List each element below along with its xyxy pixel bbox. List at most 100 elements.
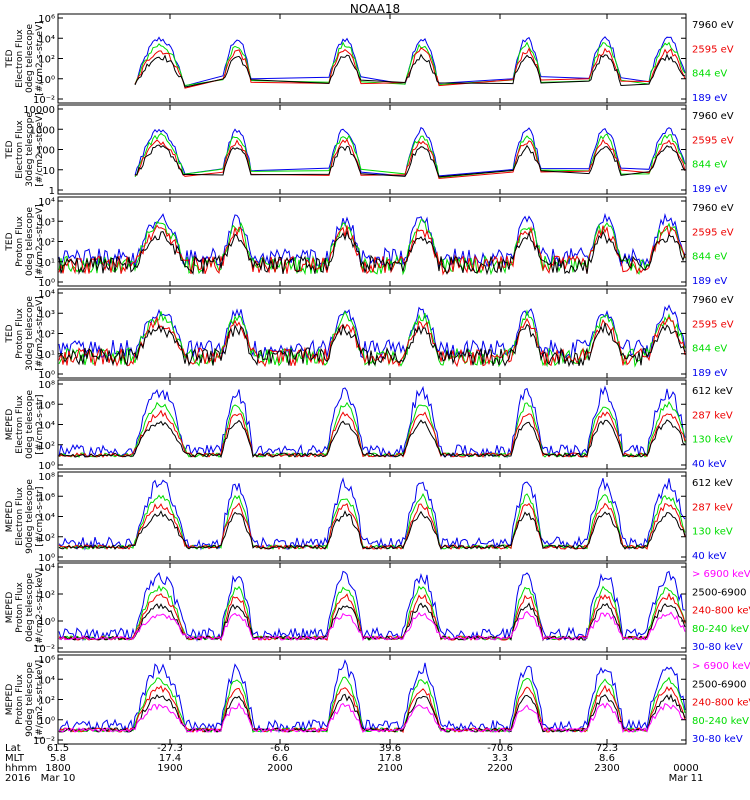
y-tick-label: 1000 (30, 125, 55, 136)
axis-mlt-value: 17.8 (379, 753, 401, 764)
y-axis-label: 90deg telescope (25, 479, 35, 554)
y-axis-label: MEPED (5, 501, 15, 533)
y-tick-label: 10² (38, 696, 55, 707)
y-axis-label: TED (5, 324, 15, 343)
panel-frame (57, 288, 687, 379)
y-axis-label: [#/cm2-s-str-eV] (35, 112, 45, 187)
y-tick-label: 10⁴ (38, 289, 55, 300)
legend-label: > 6900 keV (692, 569, 750, 580)
axis-row-label: hhmm (5, 763, 37, 774)
legend-label: 189 eV (692, 93, 727, 104)
y-tick-label: 10² (38, 590, 55, 601)
y-tick-label: 10⁶ (38, 655, 55, 666)
y-tick-label: 10000 (23, 105, 55, 116)
legend-label: 844 eV (692, 69, 727, 80)
y-tick-label: 10⁶ (38, 14, 55, 25)
legend-label: 844 eV (692, 160, 727, 171)
y-axis-label: MEPED (5, 409, 15, 441)
legend-label: 130 keV (692, 435, 733, 446)
y-axis-label: MEPED (5, 684, 15, 716)
y-axis-label: 0deg telescope (25, 24, 35, 94)
legend-label: 130 keV (692, 527, 733, 538)
axis-row-label: 2016 (5, 773, 30, 784)
y-tick-label: 10⁶ (38, 492, 55, 503)
y-axis-label: 0deg telescope (25, 573, 35, 643)
series-line (58, 570, 686, 642)
y-axis-label: Proton Flux (15, 582, 25, 633)
series-line (134, 47, 686, 89)
y-axis-label: [#/cm2-s-str-keV] (35, 568, 45, 647)
y-tick-label: 10⁰ (38, 553, 55, 564)
axis-lat-value: 72.3 (596, 743, 618, 754)
y-tick-label: 10⁰ (38, 75, 55, 86)
y-tick-label: 10² (38, 330, 55, 341)
legend-label: 2595 eV (692, 319, 734, 330)
axis-hhmm-value: 0000 (673, 763, 698, 774)
y-tick-label: 10⁻² (33, 736, 55, 747)
legend-label: 2500-6900 (692, 587, 747, 598)
y-axis-label: Proton Flux (15, 674, 25, 725)
series-line (58, 322, 686, 368)
y-tick-label: 10⁴ (38, 675, 55, 686)
legend-label: 287 keV (692, 410, 733, 421)
panel-frame (57, 196, 687, 287)
legend-label: 40 keV (692, 551, 726, 562)
y-axis-label: 0deg telescope (25, 390, 35, 460)
y-tick-label: 10² (38, 533, 55, 544)
series-line (58, 510, 686, 550)
y-axis-label: 30deg telescope (25, 296, 35, 371)
legend-label: 189 eV (692, 276, 727, 287)
legend-label: 844 eV (692, 252, 727, 263)
y-tick-label: 10² (38, 55, 55, 66)
series-line (134, 53, 686, 88)
legend-label: 2595 eV (692, 135, 734, 146)
panel-frame (57, 562, 687, 653)
y-tick-label: 10¹ (38, 258, 55, 269)
legend-label: 7960 eV (692, 295, 734, 306)
legend-label: 7960 eV (692, 203, 734, 214)
series-line (134, 138, 686, 180)
series-line (58, 502, 686, 550)
y-tick-label: 10² (38, 441, 55, 452)
y-axis-label: TED (5, 232, 15, 251)
legend-label: 7960 eV (692, 111, 734, 122)
legend-label: > 6900 keV (692, 661, 750, 672)
y-tick-label: 10¹ (38, 350, 55, 361)
y-axis-label: [#/cm2-s-str-eV] (35, 296, 45, 371)
series-line (58, 419, 686, 459)
legend-label: 240-800 keV (692, 606, 750, 617)
series-line (58, 676, 686, 734)
axis-row-label: Lat (5, 743, 21, 754)
legend-label: 612 keV (692, 478, 733, 489)
y-axis-label: Electron Flux (15, 120, 25, 179)
legend-label: 30-80 keV (692, 734, 743, 745)
y-axis-label: TED (5, 140, 15, 159)
axis-lat-value: -27.3 (157, 743, 183, 754)
y-axis-label: 90deg telescope (25, 662, 35, 737)
series-line (58, 702, 686, 734)
axis-date-value: Mar 11 (669, 773, 704, 784)
y-tick-label: 10³ (38, 217, 55, 228)
series-line (134, 126, 686, 177)
axis-hhmm-value: 2300 (594, 763, 619, 774)
axis-lat-value: 61.5 (47, 743, 69, 754)
y-axis-label: [#/cm2-s-str-eV] (35, 204, 45, 279)
axis-hhmm-value: 2100 (377, 763, 402, 774)
y-tick-label: 10⁰ (38, 461, 55, 472)
axis-lat-value: 39.6 (379, 743, 401, 754)
y-axis-label: Proton Flux (15, 216, 25, 267)
y-axis-label: Electron Flux (15, 487, 25, 546)
legend-label: 189 eV (692, 368, 727, 379)
series-line (58, 610, 686, 641)
y-axis-label: TED (5, 49, 15, 68)
axis-row-label: MLT (5, 753, 25, 764)
y-axis-label: [#/cm2-s-str-keV] (35, 660, 45, 739)
y-tick-label: 10² (38, 238, 55, 249)
panel-frame (57, 13, 687, 104)
y-tick-label: 10⁻² (33, 95, 55, 106)
legend-label: 30-80 keV (692, 642, 743, 653)
series-line (58, 229, 686, 276)
y-tick-label: 10³ (38, 309, 55, 320)
y-axis-label: MEPED (5, 592, 15, 624)
